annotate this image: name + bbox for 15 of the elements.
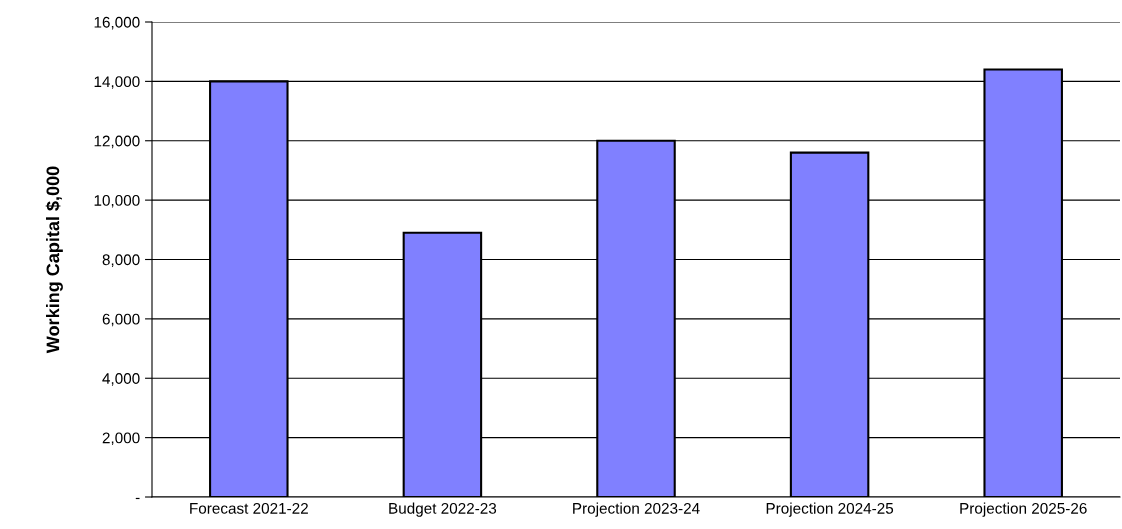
y-tick-label: 4,000 <box>102 373 140 386</box>
x-tick-label: Budget 2022-23 <box>389 502 497 517</box>
y-tick-label: 16,000 <box>94 16 140 30</box>
y-axis-title: Working Capital $,000 <box>45 166 63 354</box>
x-tick-label: Projection 2024-25 <box>766 502 894 517</box>
y-tick-label: 2,000 <box>102 432 140 446</box>
y-tick-label: 10,000 <box>94 194 140 208</box>
x-tick-label: Projection 2025-26 <box>960 502 1087 517</box>
x-tick-label: Projection 2023-24 <box>573 502 700 517</box>
y-tick-label: 6,000 <box>102 313 140 327</box>
y-tick-label: 14,000 <box>94 76 140 89</box>
y-tick-label: 8,000 <box>102 254 140 267</box>
y-tick-label: 12,000 <box>94 135 140 149</box>
x-tick-label: Forecast 2021-22 <box>190 502 308 514</box>
y-tick-label: - <box>135 497 140 500</box>
